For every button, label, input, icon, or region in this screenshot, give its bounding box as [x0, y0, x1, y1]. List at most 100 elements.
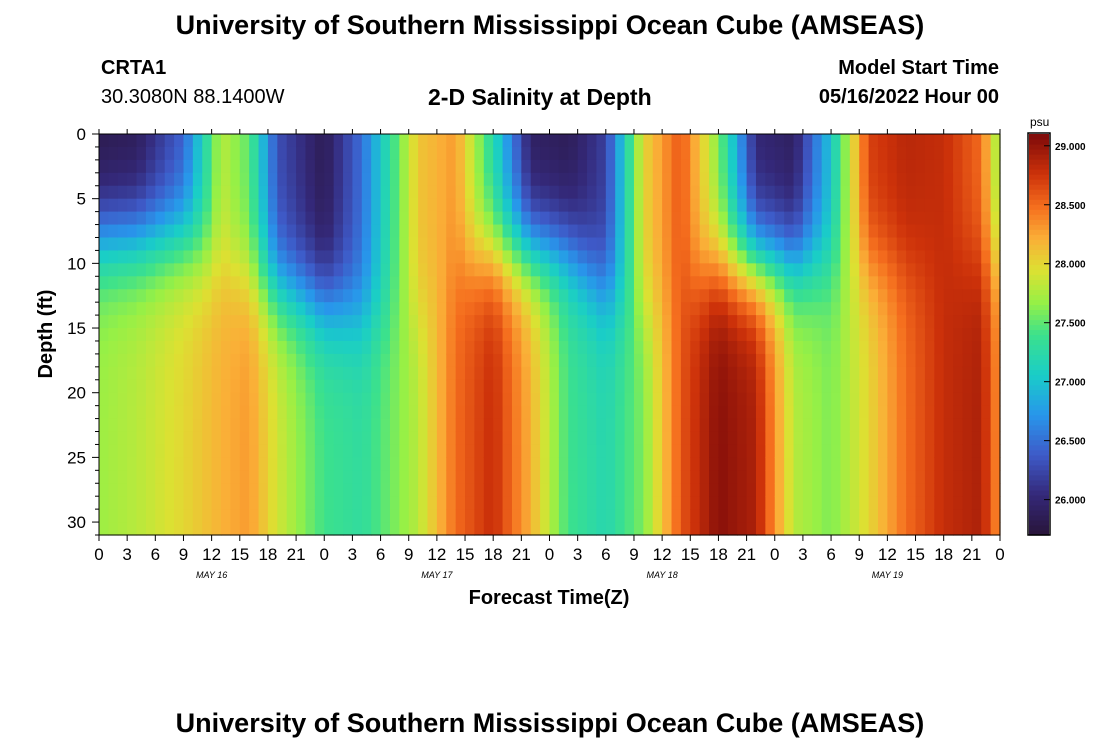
heatmap-cell — [765, 237, 776, 252]
heatmap-cell — [755, 509, 766, 523]
heatmap-cell — [596, 211, 607, 226]
heatmap-cell — [699, 470, 710, 484]
heatmap-cell — [511, 522, 522, 536]
heatmap-cell — [267, 496, 278, 510]
heatmap-cell — [389, 289, 400, 303]
heatmap-cell — [718, 263, 729, 277]
heatmap-cell — [737, 522, 748, 536]
heatmap-cell — [877, 159, 888, 174]
heatmap-cell — [943, 483, 954, 497]
heatmap-cell — [690, 276, 701, 290]
heatmap-cell — [239, 237, 250, 252]
heatmap-cell — [934, 418, 945, 433]
heatmap-cell — [511, 211, 522, 226]
heatmap-cell — [971, 211, 982, 226]
heatmap-cell — [239, 146, 250, 161]
heatmap-cell — [408, 431, 419, 446]
heatmap-cell — [615, 134, 626, 148]
heatmap-cell — [108, 483, 119, 497]
heatmap-cell — [812, 289, 823, 303]
heatmap-cell — [774, 302, 785, 316]
heatmap-cell — [296, 496, 307, 510]
heatmap-cell — [174, 392, 185, 407]
heatmap-cell — [155, 198, 166, 213]
x-tick-label: 9 — [404, 545, 413, 564]
heatmap-cell — [821, 263, 832, 277]
heatmap-cell — [183, 315, 194, 329]
heatmap-cell — [465, 353, 476, 368]
heatmap-cell — [737, 159, 748, 174]
heatmap-cell — [249, 134, 260, 148]
heatmap-cell — [389, 418, 400, 433]
heatmap-cell — [727, 289, 738, 303]
heatmap-cell — [671, 302, 682, 316]
heatmap-cell — [380, 444, 391, 458]
heatmap-cell — [117, 496, 128, 510]
heatmap-cell — [990, 483, 1001, 497]
heatmap-cell — [99, 289, 109, 303]
heatmap-cell — [521, 185, 532, 200]
heatmap-cell — [568, 224, 579, 239]
heatmap-cell — [352, 172, 363, 187]
heatmap-cell — [943, 224, 954, 239]
heatmap-cell — [568, 522, 579, 536]
heatmap-cell — [155, 237, 166, 252]
heatmap-cell — [727, 522, 738, 536]
heatmap-cell — [633, 457, 644, 471]
heatmap-cell — [361, 509, 372, 523]
heatmap-cell — [821, 224, 832, 239]
heatmap-cell — [934, 159, 945, 174]
heatmap-cell — [718, 134, 729, 148]
heatmap-cell — [727, 431, 738, 446]
heatmap-cell — [802, 185, 813, 200]
heatmap-cell — [324, 379, 335, 394]
heatmap-cell — [934, 250, 945, 264]
heatmap-cell — [859, 276, 870, 290]
heatmap-cell — [145, 457, 156, 471]
heatmap-cell — [671, 470, 682, 484]
heatmap-cell — [765, 134, 776, 148]
heatmap-cell — [521, 250, 532, 264]
heatmap-cell — [633, 276, 644, 290]
heatmap-cell — [117, 159, 128, 174]
heatmap-cell — [192, 483, 203, 497]
heatmap-cell — [436, 405, 447, 420]
heatmap-cell — [784, 353, 795, 368]
heatmap-cell — [943, 366, 954, 381]
heatmap-cell — [455, 353, 466, 368]
heatmap-cell — [436, 250, 447, 264]
heatmap-cell — [727, 444, 738, 458]
heatmap-cell — [408, 405, 419, 420]
heatmap-cell — [652, 302, 663, 316]
heatmap-cell — [633, 263, 644, 277]
colorbar-strip — [1029, 209, 1049, 215]
heatmap-cell — [493, 328, 504, 342]
heatmap-cell — [915, 172, 926, 187]
heatmap-cell — [633, 146, 644, 161]
heatmap-cell — [577, 198, 588, 213]
heatmap-cell — [718, 185, 729, 200]
heatmap-cell — [324, 366, 335, 381]
heatmap-cell — [896, 263, 907, 277]
heatmap-cell — [868, 185, 879, 200]
heatmap-cell — [202, 198, 213, 213]
heatmap-cell — [896, 405, 907, 420]
heatmap-cell — [568, 392, 579, 407]
heatmap-cell — [155, 302, 166, 316]
heatmap-cell — [324, 185, 335, 200]
heatmap-cell — [906, 185, 917, 200]
heatmap-cell — [202, 340, 213, 355]
heatmap-cell — [990, 405, 1001, 420]
heatmap-cell — [962, 198, 973, 213]
heatmap-cell — [164, 315, 175, 329]
heatmap-cell — [324, 431, 335, 446]
heatmap-cell — [737, 470, 748, 484]
heatmap-cell — [183, 185, 194, 200]
heatmap-cell — [371, 457, 382, 471]
heatmap-cell — [849, 457, 860, 471]
heatmap-cell — [343, 289, 354, 303]
heatmap-cell — [793, 379, 804, 394]
heatmap-cell — [680, 289, 691, 303]
colorbar-strip — [1029, 494, 1049, 501]
heatmap-cell — [174, 366, 185, 381]
